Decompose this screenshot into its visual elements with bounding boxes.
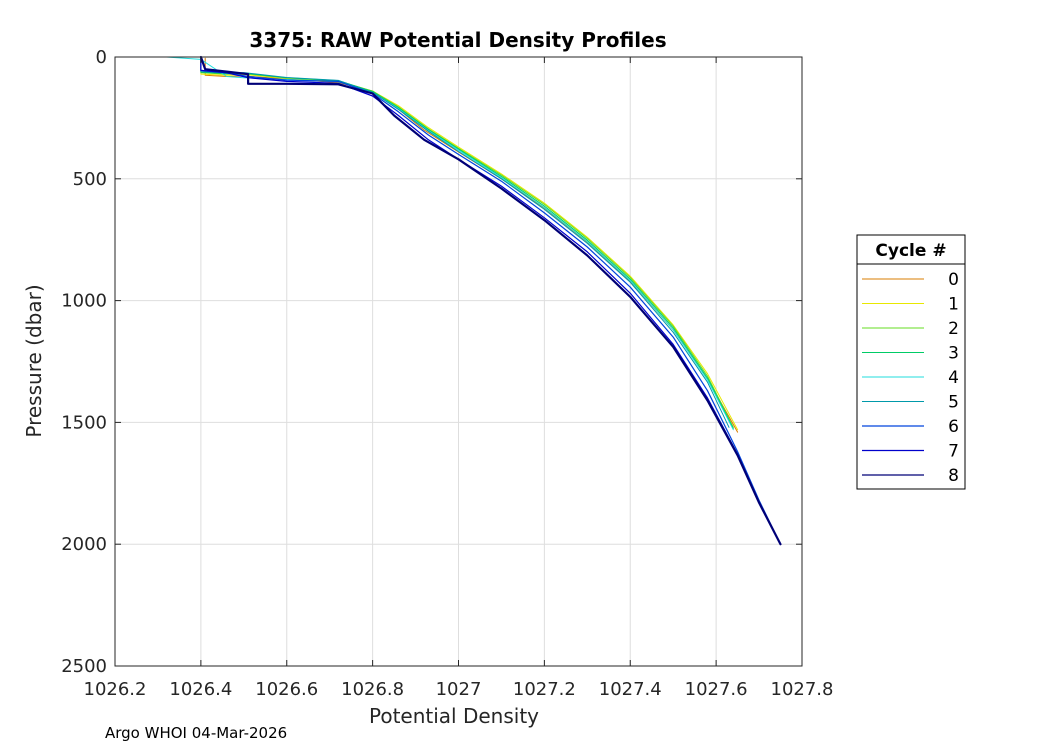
- y-tick-label: 2500: [61, 656, 107, 677]
- legend-label: 7: [948, 442, 959, 462]
- x-tick-label: 1027.8: [771, 679, 834, 700]
- x-tick-label: 1027: [436, 679, 482, 700]
- y-tick-label: 500: [73, 169, 107, 190]
- series-line-cycle-8: [199, 55, 782, 546]
- x-tick-label: 1027.4: [599, 679, 662, 700]
- legend-label: 1: [948, 295, 959, 315]
- x-tick-label: 1026.8: [341, 679, 404, 700]
- x-tick-label: 1027.2: [513, 679, 576, 700]
- y-tick-label: 1500: [61, 412, 107, 433]
- footer-credit: Argo WHOI 04-Mar-2026: [105, 724, 288, 742]
- x-tick-labels: 1026.2 1026.4 1026.6 1026.8 1027 1027.2 1027.4…: [84, 679, 834, 700]
- series-layer: [166, 55, 782, 546]
- legend-label: 3: [948, 344, 959, 364]
- y-tick-label: 0: [96, 47, 107, 68]
- legend: Cycle # 0 1 2 3 4 5 6 7 8: [856, 234, 966, 490]
- legend-label: 8: [948, 466, 959, 486]
- x-tick-label: 1026.4: [169, 679, 232, 700]
- legend-label: 2: [948, 319, 959, 339]
- y-axis-label: Pressure (dbar): [22, 284, 46, 437]
- legend-label: 0: [948, 270, 959, 290]
- series-line-cycle-4: [166, 56, 734, 431]
- y-tick-labels: 0 500 1000 1500 2000 2500: [61, 47, 107, 677]
- x-axis-label: Potential Density: [369, 704, 539, 728]
- legend-title: Cycle #: [875, 241, 946, 261]
- y-tick-label: 2000: [61, 534, 107, 555]
- legend-items: 0 1 2 3 4 5 6 7 8: [862, 270, 959, 486]
- x-tick-label: 1026.6: [255, 679, 318, 700]
- chart-title: 3375: RAW Potential Density Profiles: [249, 28, 666, 52]
- x-tick-label: 1027.6: [685, 679, 748, 700]
- legend-label: 6: [948, 417, 959, 437]
- x-tick-label: 1026.2: [84, 679, 147, 700]
- legend-label: 4: [948, 368, 959, 388]
- y-tick-label: 1000: [61, 291, 107, 312]
- legend-label: 5: [948, 393, 959, 413]
- legend-box: [856, 234, 966, 490]
- ticks: [114, 56, 803, 667]
